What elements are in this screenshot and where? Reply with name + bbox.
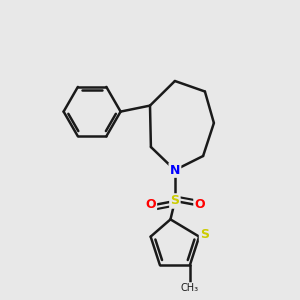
Text: O: O [194, 198, 205, 211]
Text: S: S [170, 194, 179, 208]
Text: CH₃: CH₃ [181, 283, 199, 293]
Text: N: N [170, 164, 180, 177]
Text: O: O [145, 198, 156, 211]
Text: S: S [200, 228, 209, 241]
